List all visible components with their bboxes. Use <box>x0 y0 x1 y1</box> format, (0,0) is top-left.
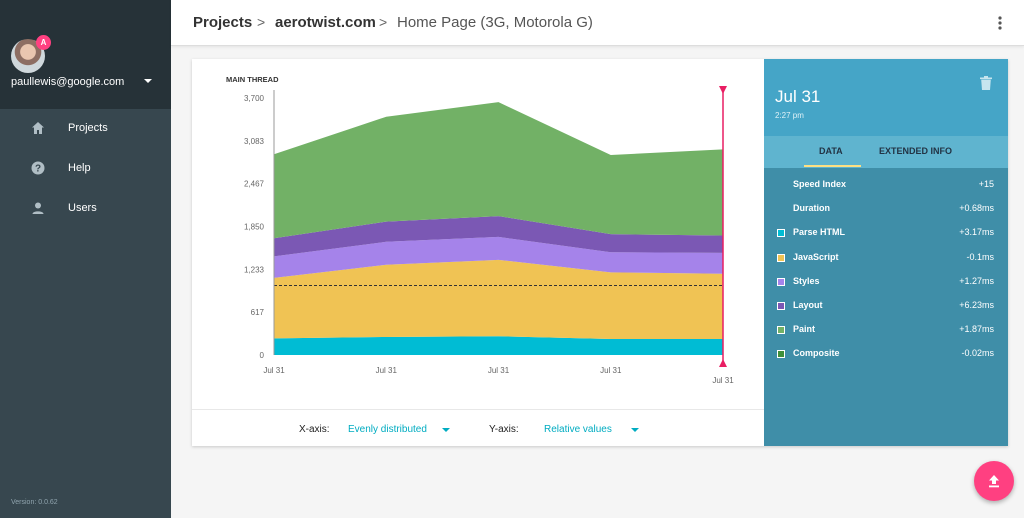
data-row: Layout +6.23ms <box>764 294 1008 318</box>
y-tick-label: 1,850 <box>244 223 265 232</box>
x-tick-label: Jul 31 <box>376 366 398 375</box>
y-tick-label: 2,467 <box>244 180 265 189</box>
breadcrumb-projects[interactable]: Projects <box>193 14 253 31</box>
data-row-name: Speed Index <box>793 179 847 189</box>
data-row: Composite -0.02ms <box>764 342 1008 366</box>
selection-marker-top <box>719 86 727 94</box>
data-row-value: +3.17ms <box>959 227 994 238</box>
area-series-styles <box>274 236 723 278</box>
data-row: Speed Index +15 <box>764 173 1008 197</box>
user-email[interactable]: paullewis@google.com <box>11 76 125 88</box>
sidebar-item-label: Help <box>68 162 91 174</box>
legend-swatch[interactable] <box>777 277 785 286</box>
sidebar-item-projects[interactable]: Projects <box>0 108 171 148</box>
legend-swatch[interactable] <box>777 350 785 359</box>
data-row-name: Layout <box>793 300 823 310</box>
upload-button[interactable] <box>974 461 1014 501</box>
axis-controls: X-axis: Evenly distributed Y-axis: Relat… <box>192 409 764 446</box>
details-date: Jul 31 <box>775 87 821 106</box>
breadcrumb-site[interactable]: aerotwist.com <box>275 14 376 31</box>
data-row: Parse HTML +3.17ms <box>764 221 1008 245</box>
area-series-javascript <box>274 259 723 340</box>
sidebar-item-label: Users <box>68 202 97 214</box>
y-axis-select[interactable]: Relative values <box>544 424 612 435</box>
y-tick-label: 1,233 <box>244 265 265 274</box>
data-row-name: Duration <box>793 203 830 214</box>
x-axis-label: X-axis: <box>299 424 330 435</box>
area-series-paint <box>274 102 723 239</box>
data-row-name: Composite <box>793 348 840 359</box>
data-row-value: -0.02ms <box>961 348 994 359</box>
area-series-layout <box>274 216 723 257</box>
details-time: 2:27 pm <box>775 111 804 120</box>
y-tick-label: 3,700 <box>244 94 265 103</box>
data-row-value: +0.68ms <box>959 203 994 214</box>
header: Projects > aerotwist.com > Home Page (3G… <box>171 0 1024 46</box>
tab-data[interactable]: DATA <box>819 146 843 156</box>
x-tick-label: Jul 31 <box>600 366 622 375</box>
y-tick-label: 617 <box>251 308 265 317</box>
details-header: Jul 31 2:27 pm <box>764 59 1008 136</box>
version-label: Version: 0.0.62 <box>11 499 58 506</box>
data-row-value: +1.27ms <box>959 275 994 286</box>
tab-extended-info[interactable]: EXTENDED INFO <box>879 146 953 156</box>
delete-icon[interactable] <box>980 76 992 90</box>
x-axis-select[interactable]: Evenly distributed <box>348 424 427 435</box>
data-row-name: Paint <box>793 324 816 335</box>
data-row: Paint +1.87ms <box>764 318 1008 342</box>
x-tick-label: Jul 31 <box>263 366 285 375</box>
chevron-down-icon[interactable] <box>631 428 639 432</box>
legend-swatch[interactable] <box>777 253 785 262</box>
data-row-value: +1.87ms <box>959 324 994 335</box>
breadcrumb-separator: > <box>257 14 266 30</box>
sidebar-item-label: Projects <box>68 122 108 134</box>
details-panel: Jul 31 2:27 pm DATA EXTENDED INFO Speed … <box>764 59 1008 446</box>
active-tab-indicator <box>804 165 861 167</box>
main-thread-chart: 3,700 3,083 2,467 1,850 1,233 617 0 Jul 31 Jul 3… <box>226 75 734 385</box>
data-row-value: +15 <box>978 179 994 189</box>
avatar-badge: A <box>36 35 51 50</box>
data-row: Duration +0.68ms <box>764 197 1008 221</box>
x-tick-label: Jul 31 <box>712 376 734 385</box>
person-icon <box>32 202 44 214</box>
data-row-value: +6.23ms <box>959 300 994 310</box>
sidebar-item-users[interactable]: Users <box>0 188 171 228</box>
data-row: JavaScript -0.1ms <box>764 246 1008 270</box>
svg-text:?: ? <box>35 164 41 175</box>
legend-swatch[interactable] <box>777 229 785 238</box>
user-panel: A paullewis@google.com <box>0 0 171 109</box>
legend-swatch[interactable] <box>777 326 785 335</box>
data-row-value: -0.1ms <box>966 251 994 262</box>
data-row: Styles +1.27ms <box>764 270 1008 294</box>
help-icon: ? <box>31 161 45 175</box>
sidebar-item-help[interactable]: ? Help <box>0 148 171 188</box>
data-row-name: Styles <box>793 275 820 286</box>
y-axis-label: Y-axis: <box>489 424 519 435</box>
results-card: 3,700 3,083 2,467 1,850 1,233 617 0 Jul 31 Jul 3… <box>192 59 1008 446</box>
details-tabs: DATA EXTENDED INFO <box>764 136 1008 168</box>
chevron-down-icon[interactable] <box>442 428 450 432</box>
selection-marker-bottom <box>719 359 727 367</box>
chart-title: MAIN THREAD <box>226 75 279 84</box>
y-tick-label: 0 <box>260 351 265 360</box>
chevron-down-icon[interactable] <box>144 79 152 83</box>
data-row-name: Parse HTML <box>793 227 846 238</box>
breadcrumb-separator: > <box>379 14 388 30</box>
page-title: Home Page (3G, Motorola G) <box>397 14 593 31</box>
area-series-parse-html <box>274 336 723 355</box>
y-tick-label: 3,083 <box>244 137 265 146</box>
legend-swatch[interactable] <box>777 302 785 310</box>
data-row-name: JavaScript <box>793 251 839 262</box>
chart-area: 3,700 3,083 2,467 1,850 1,233 617 0 Jul 31 Jul 3… <box>192 59 764 409</box>
home-icon <box>32 122 44 134</box>
sidebar: A paullewis@google.com Projects ? Help U… <box>0 0 171 518</box>
more-vert-icon[interactable] <box>997 15 1003 31</box>
upload-icon <box>989 475 999 488</box>
x-tick-label: Jul 31 <box>488 366 510 375</box>
